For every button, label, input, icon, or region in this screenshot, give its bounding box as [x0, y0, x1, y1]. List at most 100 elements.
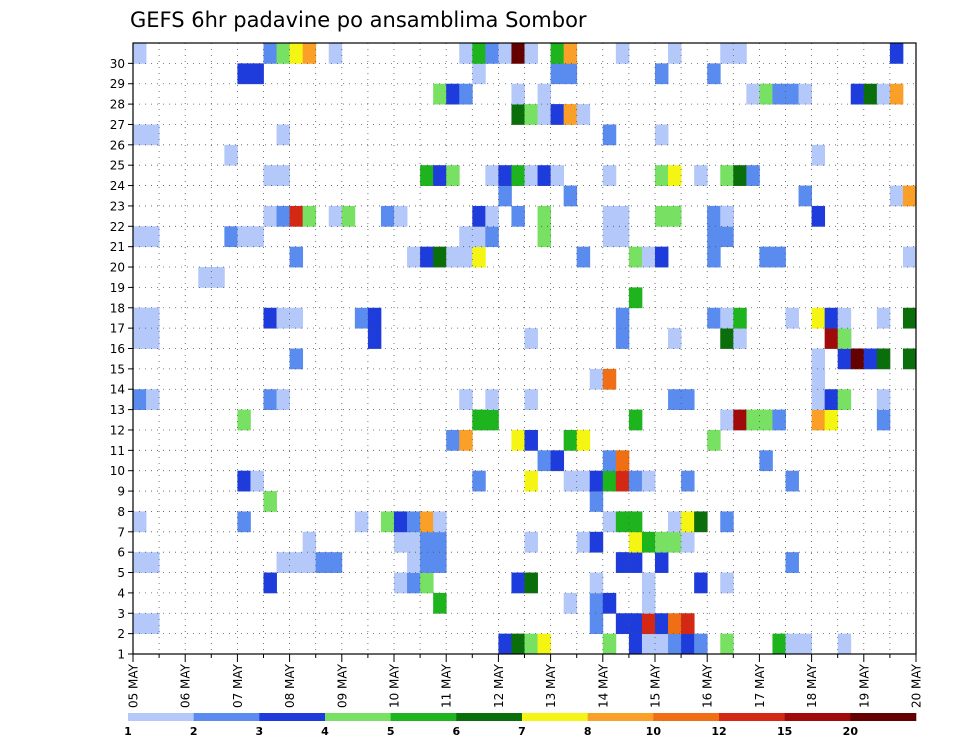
heatmap-cell — [628, 633, 643, 655]
heatmap-cell — [668, 531, 682, 553]
heatmap-cell — [720, 511, 734, 533]
heatmap-cell — [133, 389, 147, 410]
heatmap-cell — [720, 633, 734, 655]
heatmap-cell — [733, 307, 747, 329]
heatmap-cell — [146, 226, 160, 248]
heatmap-cell — [681, 613, 695, 635]
heatmap-cell — [459, 429, 473, 451]
heatmap-cell — [524, 104, 538, 125]
colorbar-label: 7 — [518, 725, 526, 738]
colorbar-swatch — [325, 713, 391, 721]
heatmap-cell — [889, 43, 904, 64]
heatmap-cell — [733, 409, 747, 431]
heatmap-cell — [576, 104, 591, 125]
heatmap-cell — [876, 348, 891, 370]
heatmap-cell — [511, 205, 525, 227]
y-tick-label: 28 — [110, 98, 125, 112]
heatmap-cell — [380, 205, 395, 227]
heatmap-cell — [394, 572, 408, 594]
heatmap-cell — [720, 409, 734, 431]
heatmap-cell — [485, 205, 499, 227]
y-tick-label: 16 — [110, 342, 125, 356]
heatmap-cell — [537, 165, 551, 186]
heatmap-cell — [537, 633, 551, 655]
heatmap-cell — [655, 613, 669, 635]
heatmap-cell — [133, 226, 147, 248]
y-tick-label: 12 — [110, 423, 125, 437]
y-tick-label: 2 — [117, 627, 125, 641]
heatmap-cell — [433, 246, 447, 268]
heatmap-cell — [472, 43, 486, 64]
heatmap-cell — [563, 43, 578, 64]
heatmap-cell — [720, 328, 734, 349]
heatmap-cell — [433, 83, 447, 105]
heatmap-cell — [681, 633, 695, 655]
heatmap-cell — [602, 165, 617, 186]
heatmap-cell — [459, 226, 473, 248]
heatmap-cell — [655, 246, 669, 268]
heatmap-cell — [628, 511, 643, 533]
heatmap-cell — [263, 572, 277, 594]
heatmap-cell — [615, 613, 630, 635]
x-tick-label: 12 MAY — [492, 663, 506, 708]
heatmap-cell — [759, 450, 773, 472]
heatmap-cell — [563, 470, 578, 492]
heatmap-cell — [276, 552, 290, 573]
heatmap-cell — [798, 633, 812, 655]
x-tick-label: 06 MAY — [179, 663, 193, 708]
heatmap-cell — [602, 511, 617, 533]
heatmap-cell — [472, 205, 486, 227]
heatmap-cell — [433, 531, 447, 553]
heatmap-cell — [785, 470, 799, 492]
heatmap-cell — [498, 185, 512, 207]
heatmap-cell — [759, 246, 773, 268]
heatmap-cell — [133, 552, 147, 573]
heatmap-cell — [681, 470, 695, 492]
heatmap-cell — [798, 83, 812, 105]
heatmap-cell — [420, 246, 434, 268]
heatmap-cell — [602, 368, 617, 390]
heatmap-cell — [589, 491, 604, 512]
heatmap-cell — [133, 43, 147, 64]
y-tick-label: 3 — [117, 607, 125, 621]
heatmap-cell — [237, 470, 251, 492]
heatmap-cell — [237, 63, 251, 85]
heatmap-cell — [472, 409, 486, 431]
heatmap-cell — [615, 307, 630, 349]
heatmap-cell — [302, 552, 317, 573]
heatmap-cell — [263, 43, 277, 64]
heatmap-cell — [863, 348, 878, 370]
colorbar-swatch — [390, 713, 457, 721]
heatmap-cell — [146, 124, 160, 146]
heatmap-cell — [876, 409, 891, 431]
colorbar-label: 3 — [256, 725, 264, 738]
y-tick-label: 29 — [110, 77, 125, 91]
heatmap-cell — [576, 470, 591, 492]
y-tick-label: 25 — [110, 159, 125, 173]
heatmap-cell — [524, 165, 538, 186]
heatmap-cell — [746, 409, 760, 431]
heatmap-cell — [537, 205, 551, 248]
heatmap-cell — [681, 511, 695, 533]
heatmap-cell — [446, 246, 460, 268]
heatmap-cell — [485, 409, 499, 431]
heatmap-cell — [694, 165, 708, 186]
heatmap-cell — [485, 43, 499, 64]
heatmap-cell — [511, 43, 525, 64]
heatmap-cell — [902, 185, 917, 207]
y-tick-label: 10 — [110, 464, 125, 478]
heatmap-cell — [615, 511, 630, 533]
heatmap-cell — [811, 205, 826, 227]
heatmap-cell — [902, 348, 917, 370]
heatmap-cell — [537, 83, 551, 105]
x-tick-label: 15 MAY — [649, 663, 663, 708]
heatmap-cell — [263, 307, 277, 329]
heatmap-cell — [328, 43, 343, 64]
heatmap-cell — [394, 511, 408, 533]
heatmap-cell — [602, 205, 617, 248]
heatmap-cell — [289, 552, 304, 573]
colorbar-label: 12 — [711, 725, 726, 738]
heatmap-cell — [498, 633, 512, 655]
heatmap-cell — [628, 613, 643, 635]
heatmap-cell — [407, 552, 421, 573]
